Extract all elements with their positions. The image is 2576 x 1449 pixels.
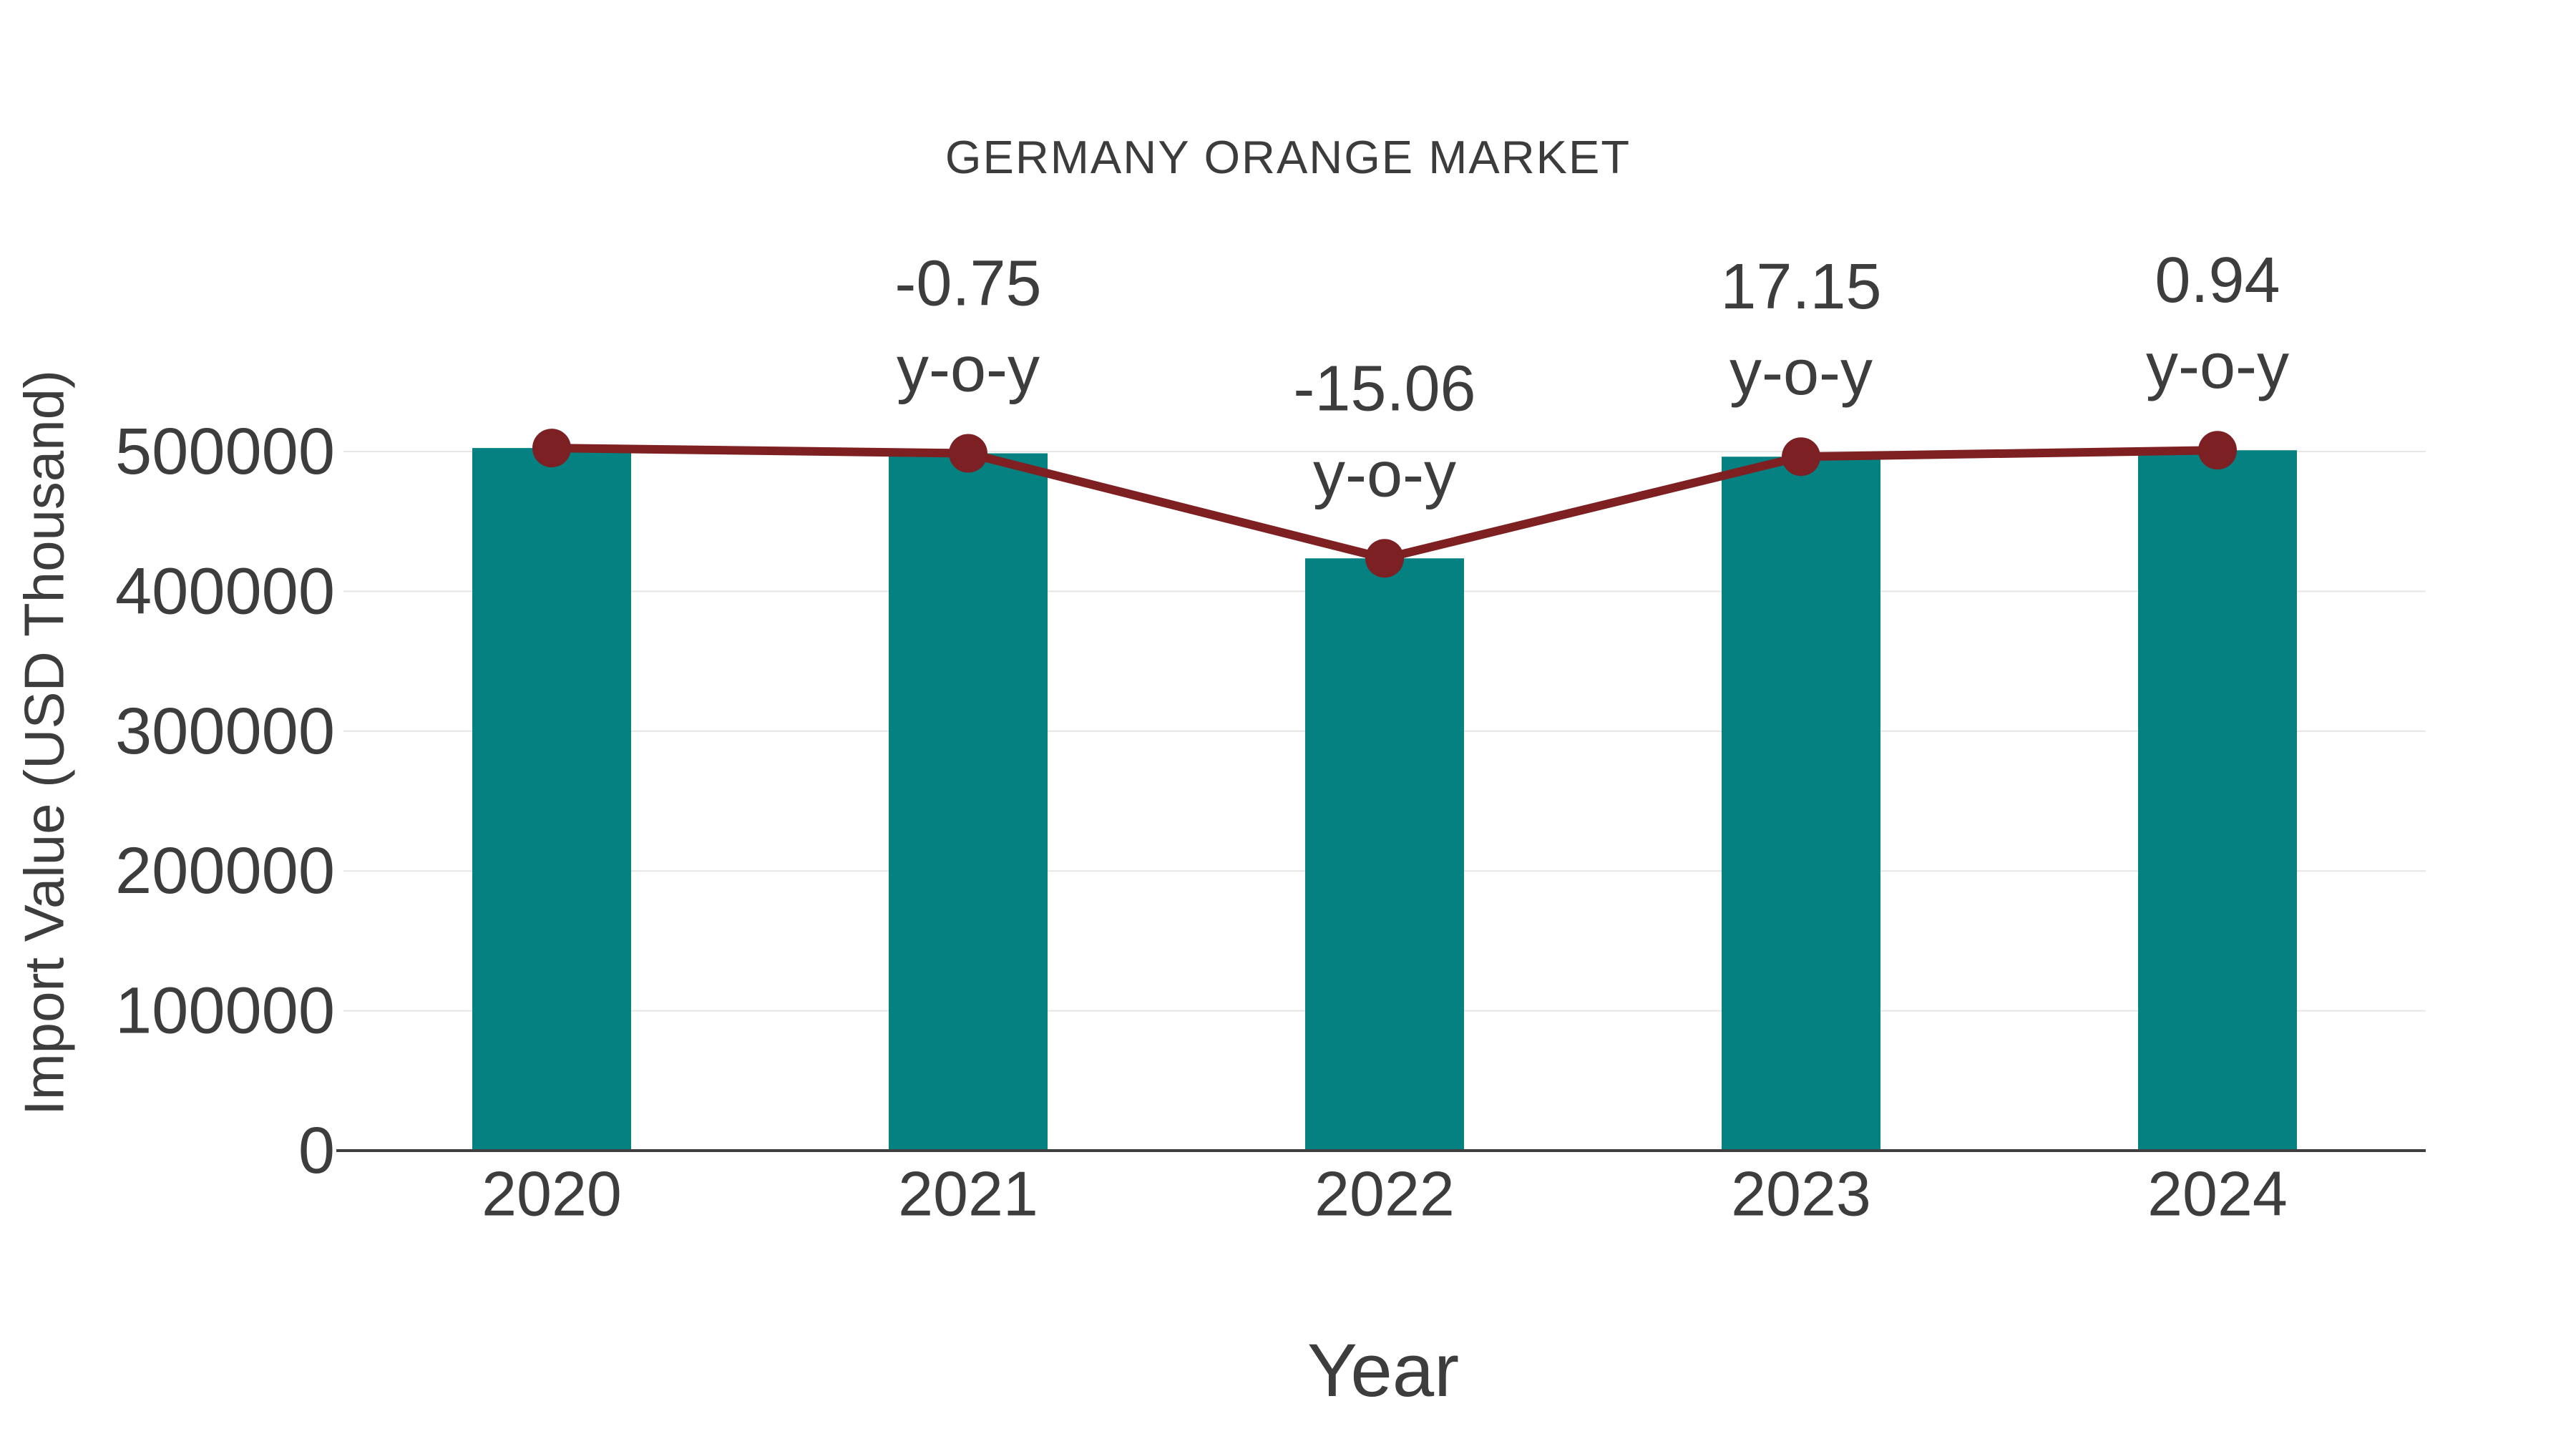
line-marker-2022 — [1365, 539, 1404, 578]
y-tick-label-0: 0 — [298, 1114, 335, 1187]
x-axis-title: Year — [1307, 1329, 1460, 1413]
annotation-value-2024: 0.94 — [2155, 245, 2280, 316]
bar-2021 — [889, 453, 1048, 1151]
y-tick-label-500000: 500000 — [115, 415, 335, 488]
annotation-suffix-2023: y-o-y — [1729, 337, 1873, 409]
bar-2022 — [1305, 558, 1464, 1151]
line-marker-2023 — [1782, 437, 1820, 477]
y-tick-label-400000: 400000 — [115, 555, 335, 628]
chart-title: GERMANY ORANGE MARKET — [945, 131, 1631, 183]
x-tick-label-2020: 2020 — [482, 1158, 622, 1229]
y-tick-label-300000: 300000 — [115, 695, 335, 768]
x-tick-label-2024: 2024 — [2147, 1158, 2288, 1229]
annotation-value-2023: 17.15 — [1720, 251, 1881, 323]
x-tick-label-2022: 2022 — [1314, 1158, 1455, 1229]
x-tick-label-2021: 2021 — [898, 1158, 1038, 1229]
annotation-suffix-2021: y-o-y — [897, 334, 1040, 406]
bar-2024 — [2138, 450, 2297, 1151]
annotation-value-2022: -15.06 — [1293, 353, 1475, 424]
line-marker-2020 — [532, 429, 571, 468]
y-tick-label-100000: 100000 — [115, 975, 335, 1048]
line-marker-2021 — [949, 434, 987, 473]
line-marker-2024 — [2198, 431, 2237, 470]
x-tick-label-2023: 2023 — [1731, 1158, 1871, 1229]
bar-2023 — [1722, 457, 1880, 1151]
y-tick-label-200000: 200000 — [115, 834, 335, 907]
annotation-suffix-2024: y-o-y — [2146, 331, 2289, 402]
annotation-value-2021: -0.75 — [894, 248, 1041, 320]
bar-2020 — [472, 448, 631, 1151]
annotation-suffix-2022: y-o-y — [1313, 439, 1456, 510]
